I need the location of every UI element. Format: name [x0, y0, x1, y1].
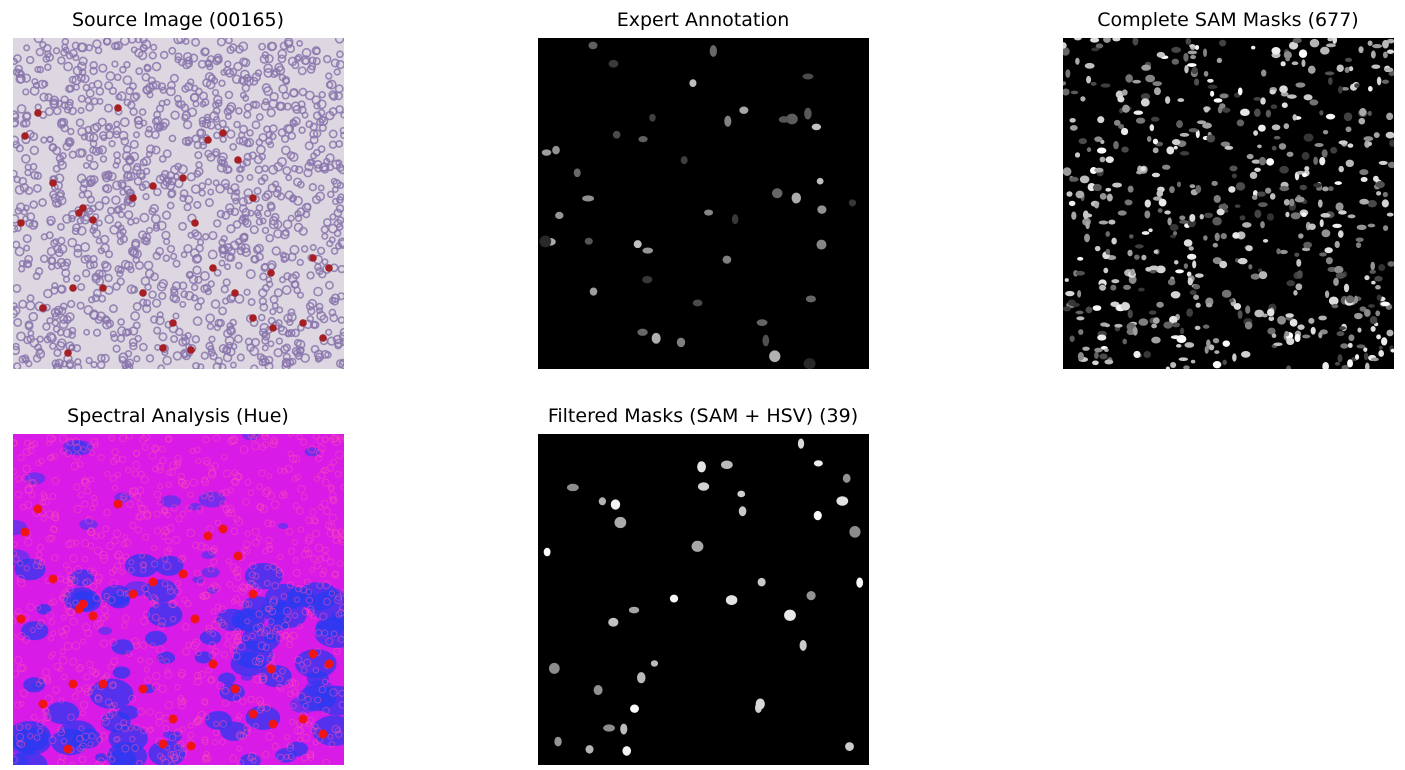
filtered-masks-panel	[538, 434, 869, 765]
panel-title-filtered: Filtered Masks (SAM + HSV) (39)	[547, 405, 859, 427]
panel-title-sam: Complete SAM Masks (677)	[1097, 9, 1359, 31]
expert-annotation-mask	[538, 38, 869, 369]
sam-masks-image	[1063, 38, 1394, 369]
panel-title-hue: Spectral Analysis (Hue)	[67, 405, 289, 427]
filtered-masks-image	[538, 434, 869, 765]
source-image-panel	[13, 38, 344, 369]
sam-masks-panel	[1063, 38, 1394, 369]
panel-title-expert: Expert Annotation	[616, 9, 790, 31]
hue-analysis-image	[13, 434, 344, 765]
source-image	[13, 38, 344, 369]
panel-title-source: Source Image (00165)	[71, 9, 285, 31]
expert-annotation-panel	[538, 38, 869, 369]
hue-analysis-panel	[13, 434, 344, 765]
